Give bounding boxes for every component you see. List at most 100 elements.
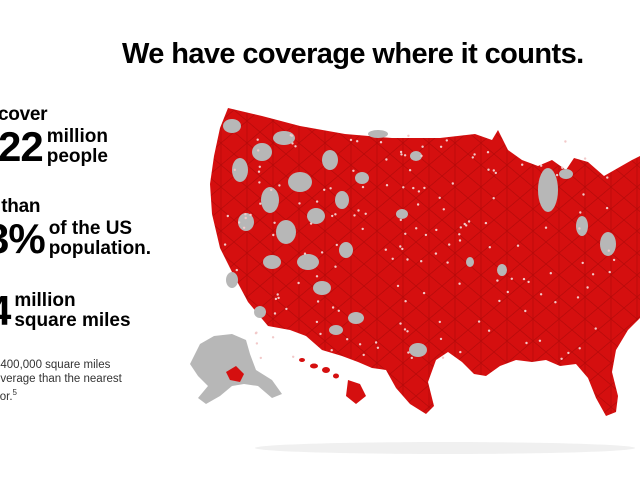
tower-dot bbox=[438, 196, 441, 199]
tower-dot bbox=[607, 249, 610, 252]
tower-dot bbox=[434, 252, 438, 255]
stat-intro: cover bbox=[0, 104, 48, 125]
stat-unit: million people bbox=[46, 126, 108, 167]
tower-dot bbox=[335, 243, 338, 247]
alaska-coverage bbox=[226, 366, 244, 382]
tower-dot bbox=[337, 309, 340, 312]
tower-dot bbox=[421, 145, 424, 148]
tower-dot bbox=[242, 226, 246, 229]
tower-dot bbox=[555, 173, 559, 177]
stat-unit: of the US population. bbox=[48, 218, 152, 259]
tower-dot bbox=[561, 166, 564, 169]
tower-dot bbox=[539, 293, 543, 296]
tower-dot bbox=[401, 247, 404, 251]
tower-dot bbox=[506, 290, 509, 294]
tower-dot bbox=[477, 320, 481, 323]
tower-dot bbox=[237, 221, 241, 224]
tower-dot bbox=[488, 246, 491, 249]
tower-dot bbox=[438, 320, 441, 324]
tower-dot bbox=[358, 343, 362, 346]
tower-dot bbox=[410, 356, 413, 360]
tower-dot bbox=[540, 164, 543, 167]
tower-dot bbox=[254, 332, 258, 335]
coverage-note: t 400,000 square miles overage than the … bbox=[0, 359, 122, 403]
tower-dot bbox=[594, 327, 597, 330]
tower-dot bbox=[487, 329, 491, 332]
tower-dot bbox=[576, 296, 580, 299]
tower-dot bbox=[467, 220, 471, 223]
tower-dot bbox=[361, 185, 365, 189]
tower-dot bbox=[273, 312, 277, 315]
tower-dot bbox=[285, 307, 288, 311]
tower-dot bbox=[331, 214, 334, 218]
tower-dot bbox=[521, 163, 524, 166]
tower-dot bbox=[446, 261, 449, 264]
tower-dot bbox=[364, 212, 367, 215]
tower-dot bbox=[399, 245, 402, 248]
tower-dot bbox=[471, 156, 474, 159]
tower-dot bbox=[492, 197, 495, 200]
footnote-marker: 5 bbox=[12, 388, 17, 397]
hawaii-coverage bbox=[299, 358, 366, 404]
tower-dot bbox=[258, 181, 261, 184]
tower-dot bbox=[458, 239, 462, 242]
tower-dot bbox=[407, 134, 410, 137]
tower-dot bbox=[249, 213, 252, 217]
tower-dot bbox=[458, 282, 461, 285]
tower-dot bbox=[544, 226, 548, 229]
tower-dot bbox=[244, 213, 247, 216]
tower-dot bbox=[608, 270, 611, 274]
tower-dot bbox=[435, 228, 438, 232]
tower-dot bbox=[583, 157, 587, 160]
tower-dot bbox=[233, 168, 236, 171]
tower-dot bbox=[423, 186, 426, 190]
tower-dot bbox=[463, 222, 466, 226]
tower-dots bbox=[223, 134, 616, 360]
tower-dot bbox=[516, 244, 520, 247]
tower-dot bbox=[582, 193, 585, 196]
tower-dot bbox=[357, 209, 360, 212]
tower-dot bbox=[259, 356, 262, 360]
tower-dot bbox=[487, 168, 490, 171]
stat-people: cover 22 million people bbox=[0, 104, 108, 168]
map-shadow bbox=[255, 442, 635, 454]
tower-dot bbox=[396, 284, 400, 288]
tower-dot bbox=[403, 154, 407, 157]
tower-dot bbox=[320, 251, 324, 254]
tower-dot bbox=[578, 347, 581, 350]
tower-dot bbox=[334, 265, 337, 268]
tower-dot bbox=[407, 351, 410, 354]
tower-dot bbox=[439, 337, 443, 341]
stat-number: 4 bbox=[0, 290, 11, 332]
tower-dot bbox=[346, 338, 349, 341]
tower-dot bbox=[376, 346, 380, 349]
tower-dot bbox=[441, 356, 445, 359]
tower-dot bbox=[564, 140, 567, 143]
tower-dot bbox=[330, 349, 333, 352]
tower-dot bbox=[277, 296, 280, 300]
tower-dot bbox=[315, 275, 319, 278]
tower-dot bbox=[270, 188, 273, 192]
tower-dot bbox=[399, 150, 403, 154]
tower-dot bbox=[404, 232, 407, 235]
tower-dot bbox=[406, 330, 409, 333]
tower-dot bbox=[404, 300, 407, 303]
tower-dot bbox=[256, 138, 259, 141]
tower-dot bbox=[331, 306, 335, 309]
tower-dot bbox=[422, 291, 426, 295]
tower-dot bbox=[257, 170, 261, 173]
tower-dot bbox=[403, 328, 407, 331]
tower-dot bbox=[581, 261, 584, 265]
tower-dot bbox=[352, 169, 355, 172]
tower-dot bbox=[379, 141, 383, 144]
tower-dot bbox=[255, 342, 259, 345]
tower-dot bbox=[494, 171, 497, 175]
tower-dot bbox=[498, 299, 501, 303]
tower-dot bbox=[361, 227, 364, 231]
tower-dot bbox=[439, 145, 443, 148]
tower-dot bbox=[458, 233, 461, 236]
tower-dot bbox=[385, 158, 388, 161]
tower-dot bbox=[274, 297, 278, 301]
tower-dot bbox=[527, 280, 530, 284]
